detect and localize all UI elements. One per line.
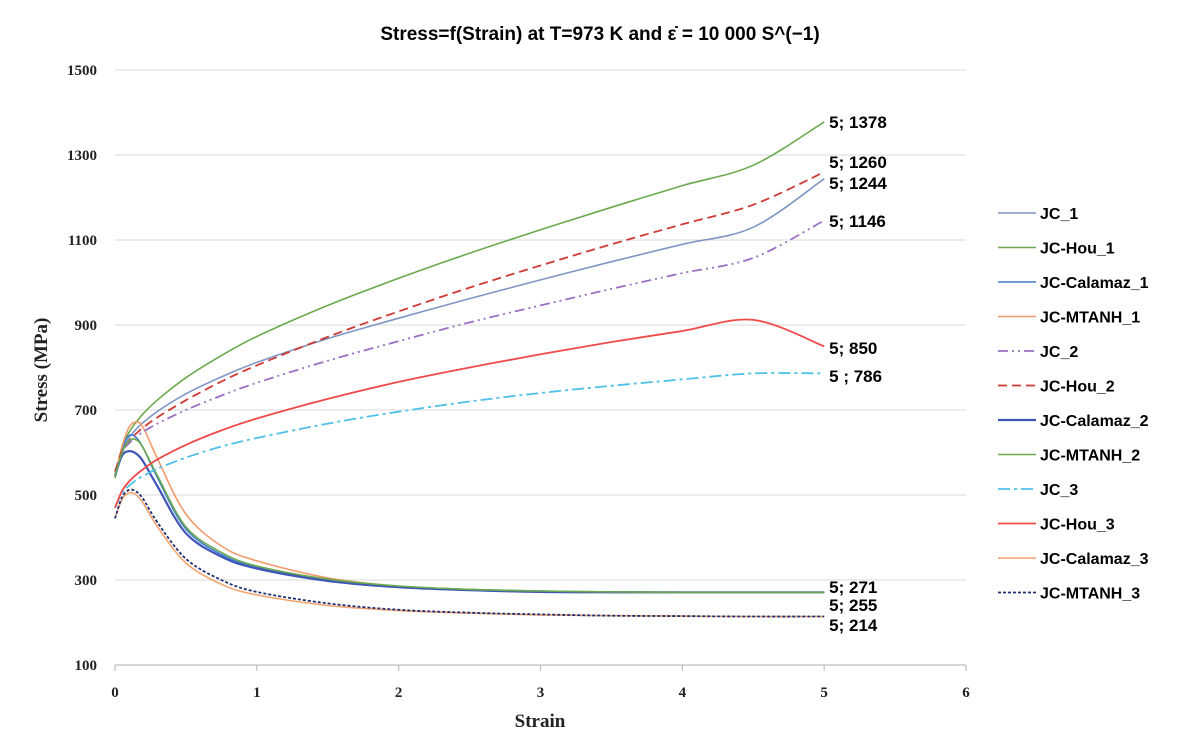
data-label: 5; 1146 [829, 212, 886, 231]
legend-label: JC_1 [1040, 206, 1078, 223]
y-tick-label: 1300 [67, 148, 97, 164]
y-tick-label: 300 [75, 573, 98, 589]
series-line-jc-mtanh-2 [114, 438, 825, 594]
y-tick-label: 1100 [68, 233, 97, 249]
data-label: 5; 1378 [829, 113, 887, 132]
legend-label: JC-Calamaz_1 [1040, 275, 1149, 292]
series-line-jc-calamaz-2 [113, 450, 825, 594]
data-label: 5; 255 [829, 596, 877, 615]
x-tick-label: 5 [820, 685, 828, 701]
legend-label: JC-Hou_1 [1040, 241, 1115, 258]
data-label: 5; 214 [829, 616, 878, 635]
legend-label: JC-Hou_3 [1040, 517, 1115, 534]
legend-label: JC_3 [1040, 482, 1078, 499]
chart-title: Stress=f(Strain) at T=973 K and ε̇ = 10 … [380, 24, 819, 45]
x-tick-label: 6 [962, 685, 970, 701]
series-line-jc-1 [114, 178, 825, 479]
x-tick-label: 4 [679, 685, 687, 701]
data-label: 5; 1244 [829, 174, 887, 193]
data-label: 5; 1260 [829, 153, 887, 172]
legend-label: JC-Calamaz_2 [1040, 413, 1149, 430]
y-tick-label: 500 [75, 488, 98, 504]
data-label: 5 ; 786 [829, 367, 882, 386]
series-line-jc-mtanh-3 [114, 488, 825, 618]
y-axis-title: Stress (MPa) [31, 318, 52, 423]
gridlines [115, 69, 966, 581]
legend-label: JC-MTANH_3 [1040, 586, 1140, 603]
data-label: 5; 850 [829, 339, 877, 358]
series-line-jc-mtanh-1 [114, 421, 825, 594]
y-tick-label: 100 [75, 658, 98, 674]
legend-label: JC_2 [1040, 344, 1078, 361]
legend-label: JC-MTANH_1 [1040, 310, 1140, 327]
x-axis-title: Strain [515, 711, 566, 732]
legend-label: JC-Hou_2 [1040, 379, 1115, 396]
x-tick-label: 0 [111, 685, 119, 701]
series-line-jc-2 [114, 219, 825, 472]
data-labels: 5; 1378 5; 1260 5; 1244 5; 1146 5; 850 5 ; 78… [829, 113, 887, 635]
y-tick-label: 900 [75, 318, 98, 334]
tick-labels: 100 300 500 700 900 1100 1300 1500 0 1 2 3 4 5 6 [67, 63, 970, 701]
series-lines [113, 121, 825, 618]
series-line-jc-calamaz-1 [114, 433, 825, 594]
x-tick-label: 1 [253, 685, 261, 701]
y-tick-label: 700 [75, 403, 98, 419]
series-line-jc-hou-1 [114, 121, 825, 479]
legend: JC_1 JC-Hou_1 JC-Calamaz_1 JC-MTANH_1 JC_2 JC… [998, 206, 1149, 603]
x-tick-label: 3 [537, 685, 545, 701]
y-tick-label: 1500 [67, 63, 97, 79]
series-line-jc-hou-2 [114, 171, 825, 472]
series-line-jc-hou-3 [114, 318, 825, 509]
series-line-jc-3 [114, 372, 825, 509]
data-label: 5; 271 [829, 578, 877, 597]
axes [114, 664, 967, 671]
x-tick-label: 2 [395, 685, 403, 701]
legend-label: JC-MTANH_2 [1040, 448, 1140, 465]
legend-label: JC-Calamaz_3 [1040, 551, 1149, 568]
